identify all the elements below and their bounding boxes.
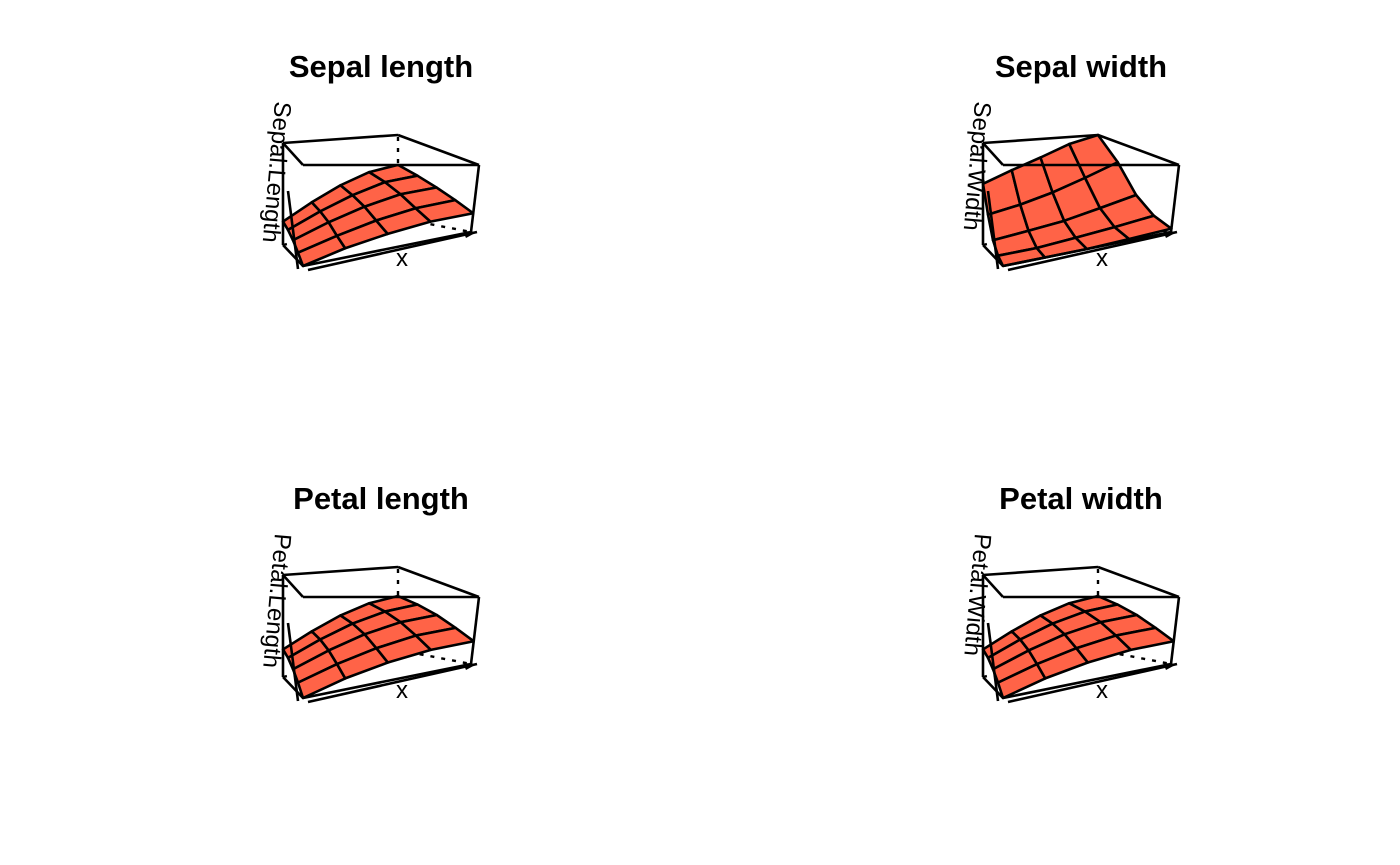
box-edge bbox=[469, 596, 481, 665]
panel-title: Petal length bbox=[293, 481, 469, 516]
box-edge bbox=[282, 133, 399, 145]
surface-facet bbox=[1113, 214, 1173, 241]
box-edge bbox=[1169, 164, 1181, 233]
box-edge bbox=[469, 164, 481, 233]
box-edge bbox=[282, 565, 399, 577]
z-axis-arrow bbox=[286, 190, 300, 270]
x-axis-arrowhead bbox=[463, 231, 477, 238]
box-edge bbox=[982, 133, 1099, 145]
box-edge bbox=[1097, 565, 1180, 599]
z-axis-arrow bbox=[986, 622, 1000, 702]
box-edge bbox=[982, 142, 1004, 166]
box-edge bbox=[397, 133, 480, 167]
x-axis-arrow bbox=[307, 230, 478, 272]
x-axis-label: x bbox=[396, 677, 408, 704]
panel-title: Petal width bbox=[999, 481, 1163, 516]
panel-title: Sepal length bbox=[289, 49, 473, 84]
box-edge bbox=[982, 574, 1004, 598]
surface-facet bbox=[1114, 626, 1176, 652]
z-axis-arrow bbox=[986, 190, 1000, 270]
x-axis-label: x bbox=[1096, 245, 1108, 272]
box-edge bbox=[1169, 596, 1181, 665]
box-edge bbox=[282, 142, 304, 166]
box-edge bbox=[282, 676, 304, 699]
x-axis-label: x bbox=[396, 245, 408, 272]
box-edge bbox=[1097, 133, 1180, 167]
box-edge bbox=[982, 244, 1004, 267]
x-axis-arrowhead bbox=[1163, 663, 1177, 670]
box-edge bbox=[302, 230, 472, 268]
box-edge bbox=[397, 565, 480, 599]
x-axis-label: x bbox=[1096, 677, 1108, 704]
x-axis-arrowhead bbox=[1163, 231, 1177, 238]
surface-facet bbox=[414, 198, 475, 223]
box-edge bbox=[982, 565, 1099, 577]
x-axis-arrow bbox=[307, 662, 478, 704]
box-edge bbox=[282, 574, 304, 598]
z-axis-arrow bbox=[286, 622, 300, 702]
box-edge bbox=[282, 244, 304, 267]
x-axis-arrowhead bbox=[463, 663, 477, 670]
x-axis-arrow bbox=[1007, 662, 1178, 704]
surface-facet bbox=[414, 626, 476, 652]
box-edge bbox=[982, 676, 1004, 699]
box-edge bbox=[302, 662, 472, 700]
box-edge bbox=[1002, 230, 1172, 268]
box-edge bbox=[1002, 662, 1172, 700]
x-axis-arrow bbox=[1007, 230, 1178, 272]
panel-title: Sepal width bbox=[995, 49, 1167, 84]
